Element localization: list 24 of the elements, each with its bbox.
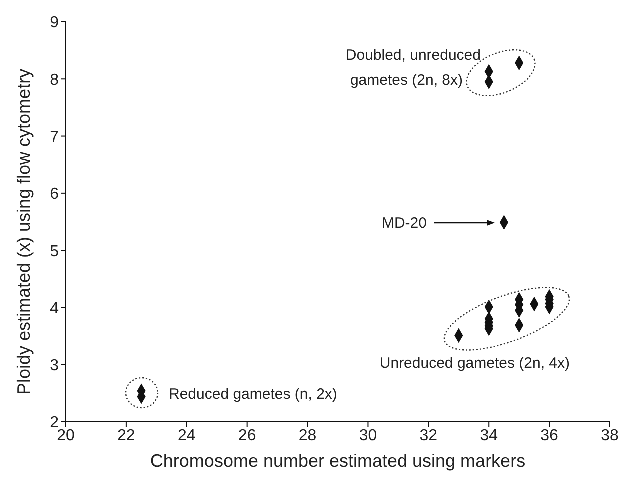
x-tick-label: 34 [480,427,498,444]
x-tick-label: 22 [118,427,136,444]
annotation: MD-20 [382,215,427,232]
x-tick-label: 36 [540,427,559,444]
x-tick-label: 30 [359,427,378,444]
y-tick-label: 5 [50,243,60,260]
y-tick-label: 6 [50,186,60,204]
y-tick-label: 4 [50,300,60,318]
x-tick-label: 20 [57,427,75,444]
x-tick-label: 26 [238,427,256,444]
y-axis-title: Ploidy estimated (x) using flow cytometry [14,68,34,396]
x-tick-label: 32 [420,427,438,444]
y-tick-label: 2 [50,414,60,432]
annotation: Reduced gametes (n, 2x) [169,386,338,403]
x-tick-label: 28 [298,427,317,444]
annotation: Doubled, unreduced gametes (2n, 8x) [346,47,481,89]
annotation: Unreduced gametes (2n, 4x) [380,355,570,372]
x-tick-label: 24 [178,427,196,444]
y-tick-label: 8 [50,72,60,89]
y-tick-label: 9 [50,14,60,32]
y-tick-label: 3 [50,358,60,375]
x-axis-title: Chromosome number estimated using markers [150,451,526,471]
x-tick-label: 38 [601,427,619,444]
y-tick-label: 7 [50,128,60,146]
